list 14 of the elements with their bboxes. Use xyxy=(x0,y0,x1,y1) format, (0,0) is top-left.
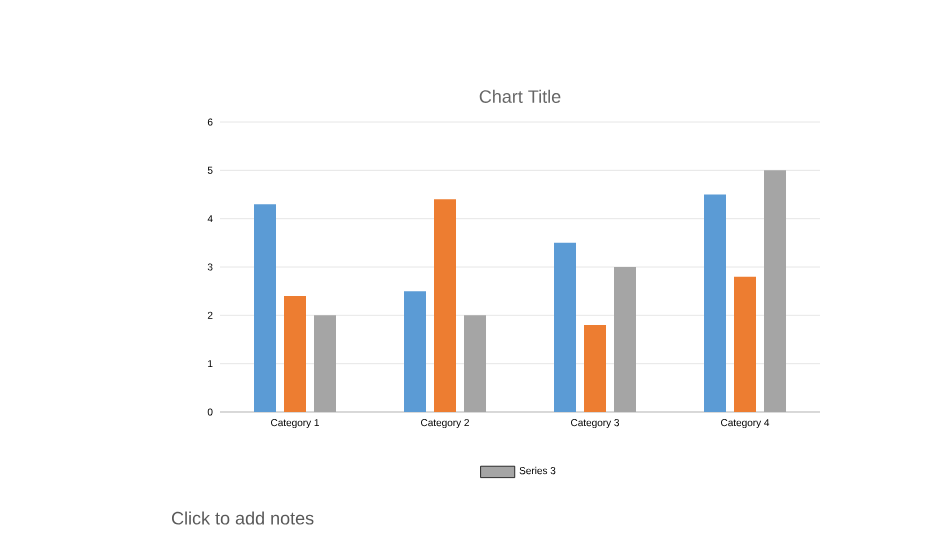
bar xyxy=(614,267,637,412)
text: Click to add notes xyxy=(171,511,314,525)
bar xyxy=(764,170,787,412)
bar xyxy=(464,315,487,412)
chart-title: Chart Title xyxy=(479,89,561,103)
bar xyxy=(314,315,337,412)
bar xyxy=(734,276,757,412)
bar xyxy=(554,242,577,412)
bar xyxy=(284,296,306,412)
bar xyxy=(434,199,457,412)
bar xyxy=(254,204,277,412)
bar xyxy=(584,325,606,412)
bar xyxy=(704,194,727,412)
bar xyxy=(404,291,426,412)
